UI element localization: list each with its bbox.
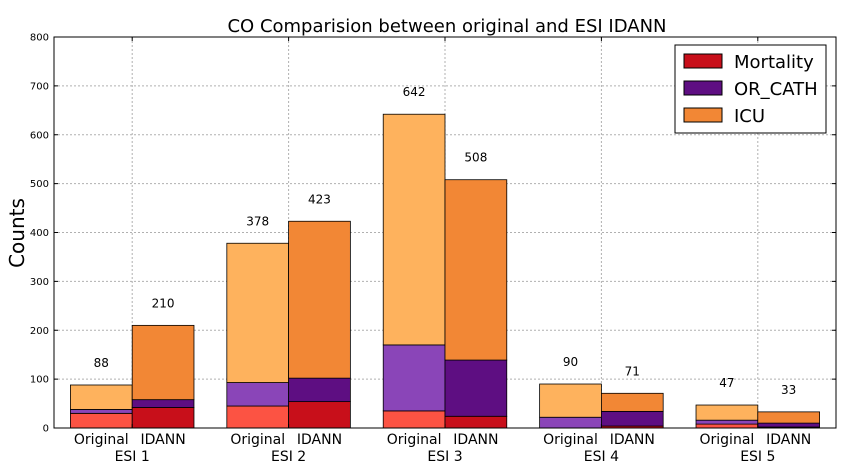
x-tick-sublabel: IDANN bbox=[766, 432, 811, 448]
bar-mortality-esi5-original bbox=[695, 423, 759, 429]
bar-or-cath-esi2-original bbox=[226, 382, 290, 407]
y-tick-label: 200 bbox=[30, 326, 49, 337]
x-tick-group-label: ESI 4 bbox=[584, 449, 619, 465]
bar-icu-esi2-idann bbox=[288, 220, 351, 379]
data-label-total: 642 bbox=[403, 85, 426, 99]
x-tick-group-label: ESI 5 bbox=[740, 449, 775, 465]
y-tick-label: 100 bbox=[30, 375, 49, 386]
bar-or-cath-esi4-idann bbox=[601, 410, 664, 427]
y-tick-label: 0 bbox=[43, 424, 49, 435]
legend: Mortality OR_CATH ICU bbox=[674, 44, 827, 134]
y-ticks: 0 100 200 300 400 500 600 700 800 bbox=[30, 33, 836, 435]
bar-icu-esi3-original bbox=[382, 113, 446, 346]
bar-or-cath-esi5-idann bbox=[757, 422, 820, 428]
x-tick-group-label: ESI 3 bbox=[427, 449, 462, 465]
bar-or-cath-esi1-idann bbox=[131, 399, 195, 408]
legend-label-mortality: Mortality bbox=[734, 52, 814, 73]
bar-mortality-esi3-original bbox=[382, 410, 446, 429]
bar-icu-esi4-original bbox=[539, 383, 602, 418]
bar-or-cath-esi5-original bbox=[695, 419, 759, 425]
data-label-total: 423 bbox=[308, 192, 331, 206]
y-tick-label: 600 bbox=[30, 130, 49, 141]
bar-or-cath-esi2-idann bbox=[288, 377, 351, 403]
legend-swatch-icu bbox=[683, 107, 723, 123]
bar-or-cath-esi4-original bbox=[539, 416, 602, 429]
bar-mortality-esi2-idann bbox=[288, 401, 351, 429]
x-tick-sublabel: IDANN bbox=[610, 432, 655, 448]
x-tick-sublabel: IDANN bbox=[297, 432, 342, 448]
bar-mortality-esi1-original bbox=[70, 412, 133, 429]
legend-label-icu: ICU bbox=[734, 106, 765, 127]
bar-mortality-esi3-idann bbox=[444, 415, 508, 429]
bar-or-cath-esi3-original bbox=[382, 344, 446, 412]
bar-mortality-esi1-idann bbox=[131, 407, 195, 429]
data-label-total: 90 bbox=[563, 355, 578, 369]
bar-icu-esi5-idann bbox=[757, 411, 820, 424]
legend-label-or-cath: OR_CATH bbox=[734, 79, 818, 100]
data-label-total: 88 bbox=[94, 356, 109, 370]
y-tick-label: 400 bbox=[30, 228, 49, 239]
legend-swatch-or-cath bbox=[683, 80, 723, 96]
legend-swatch-mortality bbox=[683, 53, 723, 69]
bar-mortality-esi2-original bbox=[226, 405, 290, 429]
x-tick-sublabel: Original bbox=[387, 432, 442, 448]
data-label-total: 33 bbox=[781, 383, 796, 397]
bar-icu-esi1-original bbox=[70, 384, 133, 410]
x-tick-sublabel: Original bbox=[543, 432, 598, 448]
bar-icu-esi3-idann bbox=[444, 179, 508, 361]
x-tick-group-label: ESI 1 bbox=[115, 449, 150, 465]
bars: 88 210 378 423 642 508 90 71 47 33 bbox=[70, 85, 820, 429]
x-tick-sublabel: Original bbox=[230, 432, 285, 448]
bar-icu-esi4-idann bbox=[601, 392, 664, 412]
data-label-total: 508 bbox=[464, 151, 487, 165]
chart-title: CO Comparision between original and ESI … bbox=[227, 16, 666, 37]
x-tick-group-label: ESI 2 bbox=[271, 449, 306, 465]
data-label-total: 210 bbox=[152, 296, 175, 310]
x-tick-sublabel: IDANN bbox=[140, 432, 185, 448]
y-tick-label: 500 bbox=[30, 179, 49, 190]
bar-icu-esi5-original bbox=[695, 404, 759, 421]
bar-icu-esi1-idann bbox=[131, 324, 195, 401]
data-label-total: 378 bbox=[246, 214, 269, 228]
y-tick-label: 800 bbox=[30, 33, 49, 44]
x-tick-sublabel: IDANN bbox=[453, 432, 498, 448]
y-axis-label: Counts bbox=[5, 198, 29, 268]
x-tick-sublabel: Original bbox=[700, 432, 755, 448]
bar-icu-esi2-original bbox=[226, 242, 290, 383]
data-label-total: 47 bbox=[719, 376, 734, 390]
x-tick-sublabel: Original bbox=[74, 432, 129, 448]
y-tick-label: 700 bbox=[30, 81, 49, 92]
y-tick-label: 300 bbox=[30, 277, 49, 288]
data-label-total: 71 bbox=[625, 364, 640, 378]
bar-or-cath-esi3-idann bbox=[444, 359, 508, 417]
bar-or-cath-esi1-original bbox=[70, 409, 133, 414]
